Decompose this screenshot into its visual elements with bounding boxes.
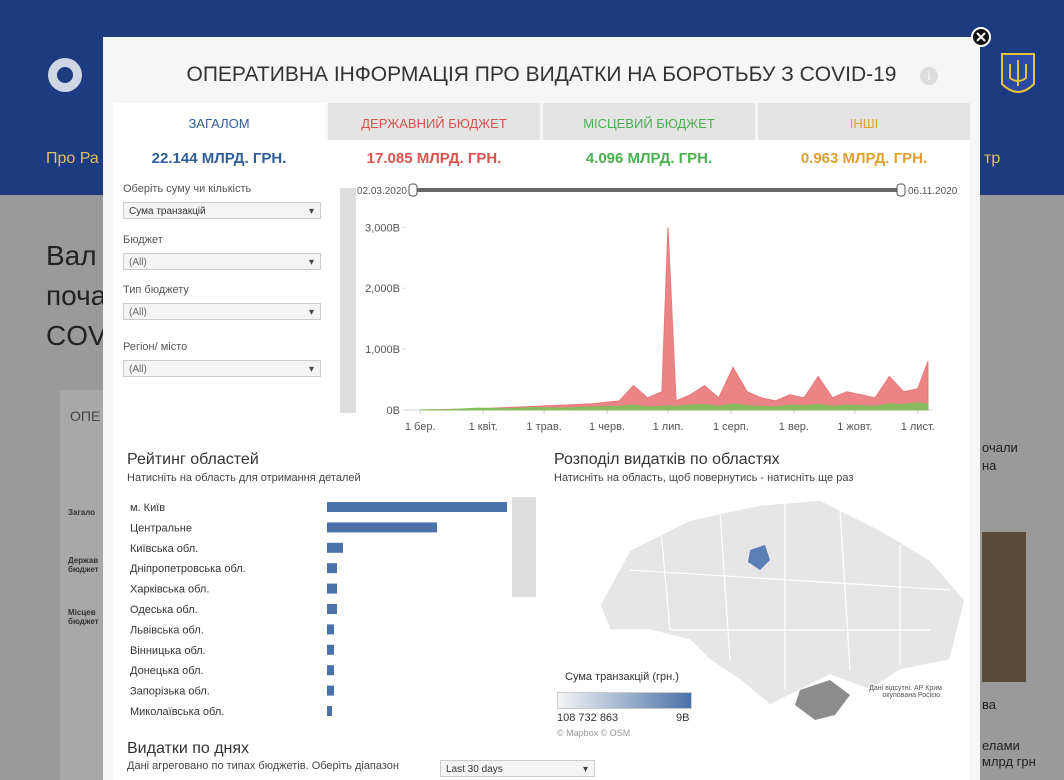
side-image [982,532,1026,682]
side-label: Місцев бюджет [68,608,102,626]
side-label: Загало [68,508,102,517]
x-tick-label: 1 квіт. [469,421,498,433]
scrollbar [512,497,536,597]
section-title: Видатки по днях [127,740,249,758]
tab-name[interactable]: МІСЦЕВИЙ БЮДЖЕТ [543,116,755,131]
x-tick-label: 1 лип. [653,421,684,433]
bar[interactable] [327,624,334,634]
range-start: 02.03.2020 [357,186,407,197]
side-text: млрд грн [982,754,1036,769]
category-label: Одеська обл. [130,604,198,616]
menu-item[interactable]: Про Ра [46,150,99,168]
slider-handle[interactable] [409,184,417,196]
bar[interactable] [327,563,337,573]
section-subtitle: Натисніть на область для отримання детал… [127,472,361,484]
category-label: Запорізька обл. [130,686,210,698]
coat-of-arms [998,50,1038,100]
section-subtitle: Натисніть на область, щоб повернутись - … [554,472,853,484]
y-tick-label: 0B [387,405,400,417]
filter-label: Регіон/ місто [123,341,187,353]
range-end: 06.11.2020 [908,186,958,197]
category-label: Харківська обл. [130,584,209,596]
screen: Про Ра тр Вал поча COV ОПЕ Загало Держав… [0,0,1064,780]
bar[interactable] [327,584,337,594]
legend-max: 9B [676,712,689,724]
bar[interactable] [327,543,343,553]
y-tick-label: 1,000B [365,344,400,356]
area-series [420,227,928,410]
bar[interactable] [327,522,437,532]
side-text: очали [982,440,1018,455]
ukraine-map[interactable] [570,490,970,750]
headline-line: поча [46,276,107,316]
section-label: ОПЕ [70,408,100,424]
legend-min: 108 732 863 [557,712,618,724]
tab-name[interactable]: ДЕРЖАВНИЙ БЮДЖЕТ [328,116,540,131]
side-label: Держав бюджет [68,556,102,574]
x-tick-label: 1 жовт. [837,421,872,433]
x-tick-label: 1 бер. [405,421,436,433]
scrollbar [340,188,356,413]
y-tick-label: 2,000B [365,283,400,295]
filter-select[interactable]: (All) [123,253,321,270]
tab-name[interactable]: ЗАГАЛОМ [113,116,325,131]
tab-amount: 4.096 МЛРД. ГРН. [543,150,755,167]
category-label: Львівська обл. [130,624,204,636]
filter-select[interactable]: Сума транзакцій [123,202,321,219]
bar[interactable] [327,686,334,696]
info-icon[interactable]: i [919,66,939,86]
x-tick-label: 1 трав. [526,421,561,433]
tab-amount: 17.085 МЛРД. ГРН. [328,150,540,167]
bar[interactable] [327,502,507,512]
bar[interactable] [327,645,334,655]
bar[interactable] [327,665,334,675]
close-button[interactable] [970,26,992,48]
category-label: Дніпропетровська обл. [130,563,246,575]
category-label: м. Київ [130,502,165,514]
x-tick-label: 1 вер. [779,421,809,433]
filter-label: Бюджет [123,234,163,246]
section-title: Розподіл видатків по областях [554,451,780,469]
bar[interactable] [327,604,337,614]
map-credit: © Mapbox © OSM [557,728,630,738]
tab-name[interactable]: ІНШІ [758,116,970,131]
headline-line: Вал [46,236,107,276]
side-text: на [982,458,996,473]
category-label: Миколаївська обл. [130,706,224,718]
x-tick-label: 1 черв. [589,421,625,433]
filter-select[interactable]: (All) [123,303,321,320]
rating-chart: м. Київ Центральне Київська обл. Дніпропетр… [120,495,510,725]
menu-item[interactable]: тр [984,150,1000,168]
side-text: ва [982,697,996,712]
section-title: Рейтинг областей [127,451,259,469]
daily-chart: 02.03.2020 06.11.2020 0B 1,000B 2,000B 3,000B… [356,178,970,440]
category-label: Київська обл. [130,543,198,555]
headline: Вал поча COV [46,236,107,356]
category-label: Донецька обл. [130,665,204,677]
bar[interactable] [327,706,332,716]
filter-select[interactable]: (All) [123,360,321,377]
filter-label: Оберіть суму чи кількість [123,183,251,195]
x-tick-label: 1 лист. [901,421,935,433]
bg-panel [60,390,104,780]
x-tick-label: 1 серп. [713,421,749,433]
category-label: Центральне [130,522,192,534]
map-note: Дані відсутні. АР Крим окупована Росією. [862,685,942,699]
legend-title: Сума транзакцій (грн.) [565,671,679,683]
section-subtitle: Дані агреговано по типах бюджетів. Обері… [127,760,399,772]
site-logo [40,55,100,95]
side-text: елами [982,738,1020,753]
tab-amount: 22.144 МЛРД. ГРН. [113,150,325,167]
filter-label: Тип бюджету [123,284,189,296]
legend-gradient [557,692,692,709]
range-select[interactable]: Last 30 days [440,760,595,777]
slider-handle[interactable] [897,184,905,196]
headline-line: COV [46,316,107,356]
y-tick-label: 3,000B [365,222,400,234]
modal-title: ОПЕРАТИВНА ІНФОРМАЦІЯ ПРО ВИДАТКИ НА БОР… [103,63,980,87]
tab-amount: 0.963 МЛРД. ГРН. [758,150,970,167]
svg-text:i: i [928,69,931,83]
category-label: Вінницька обл. [130,645,206,657]
